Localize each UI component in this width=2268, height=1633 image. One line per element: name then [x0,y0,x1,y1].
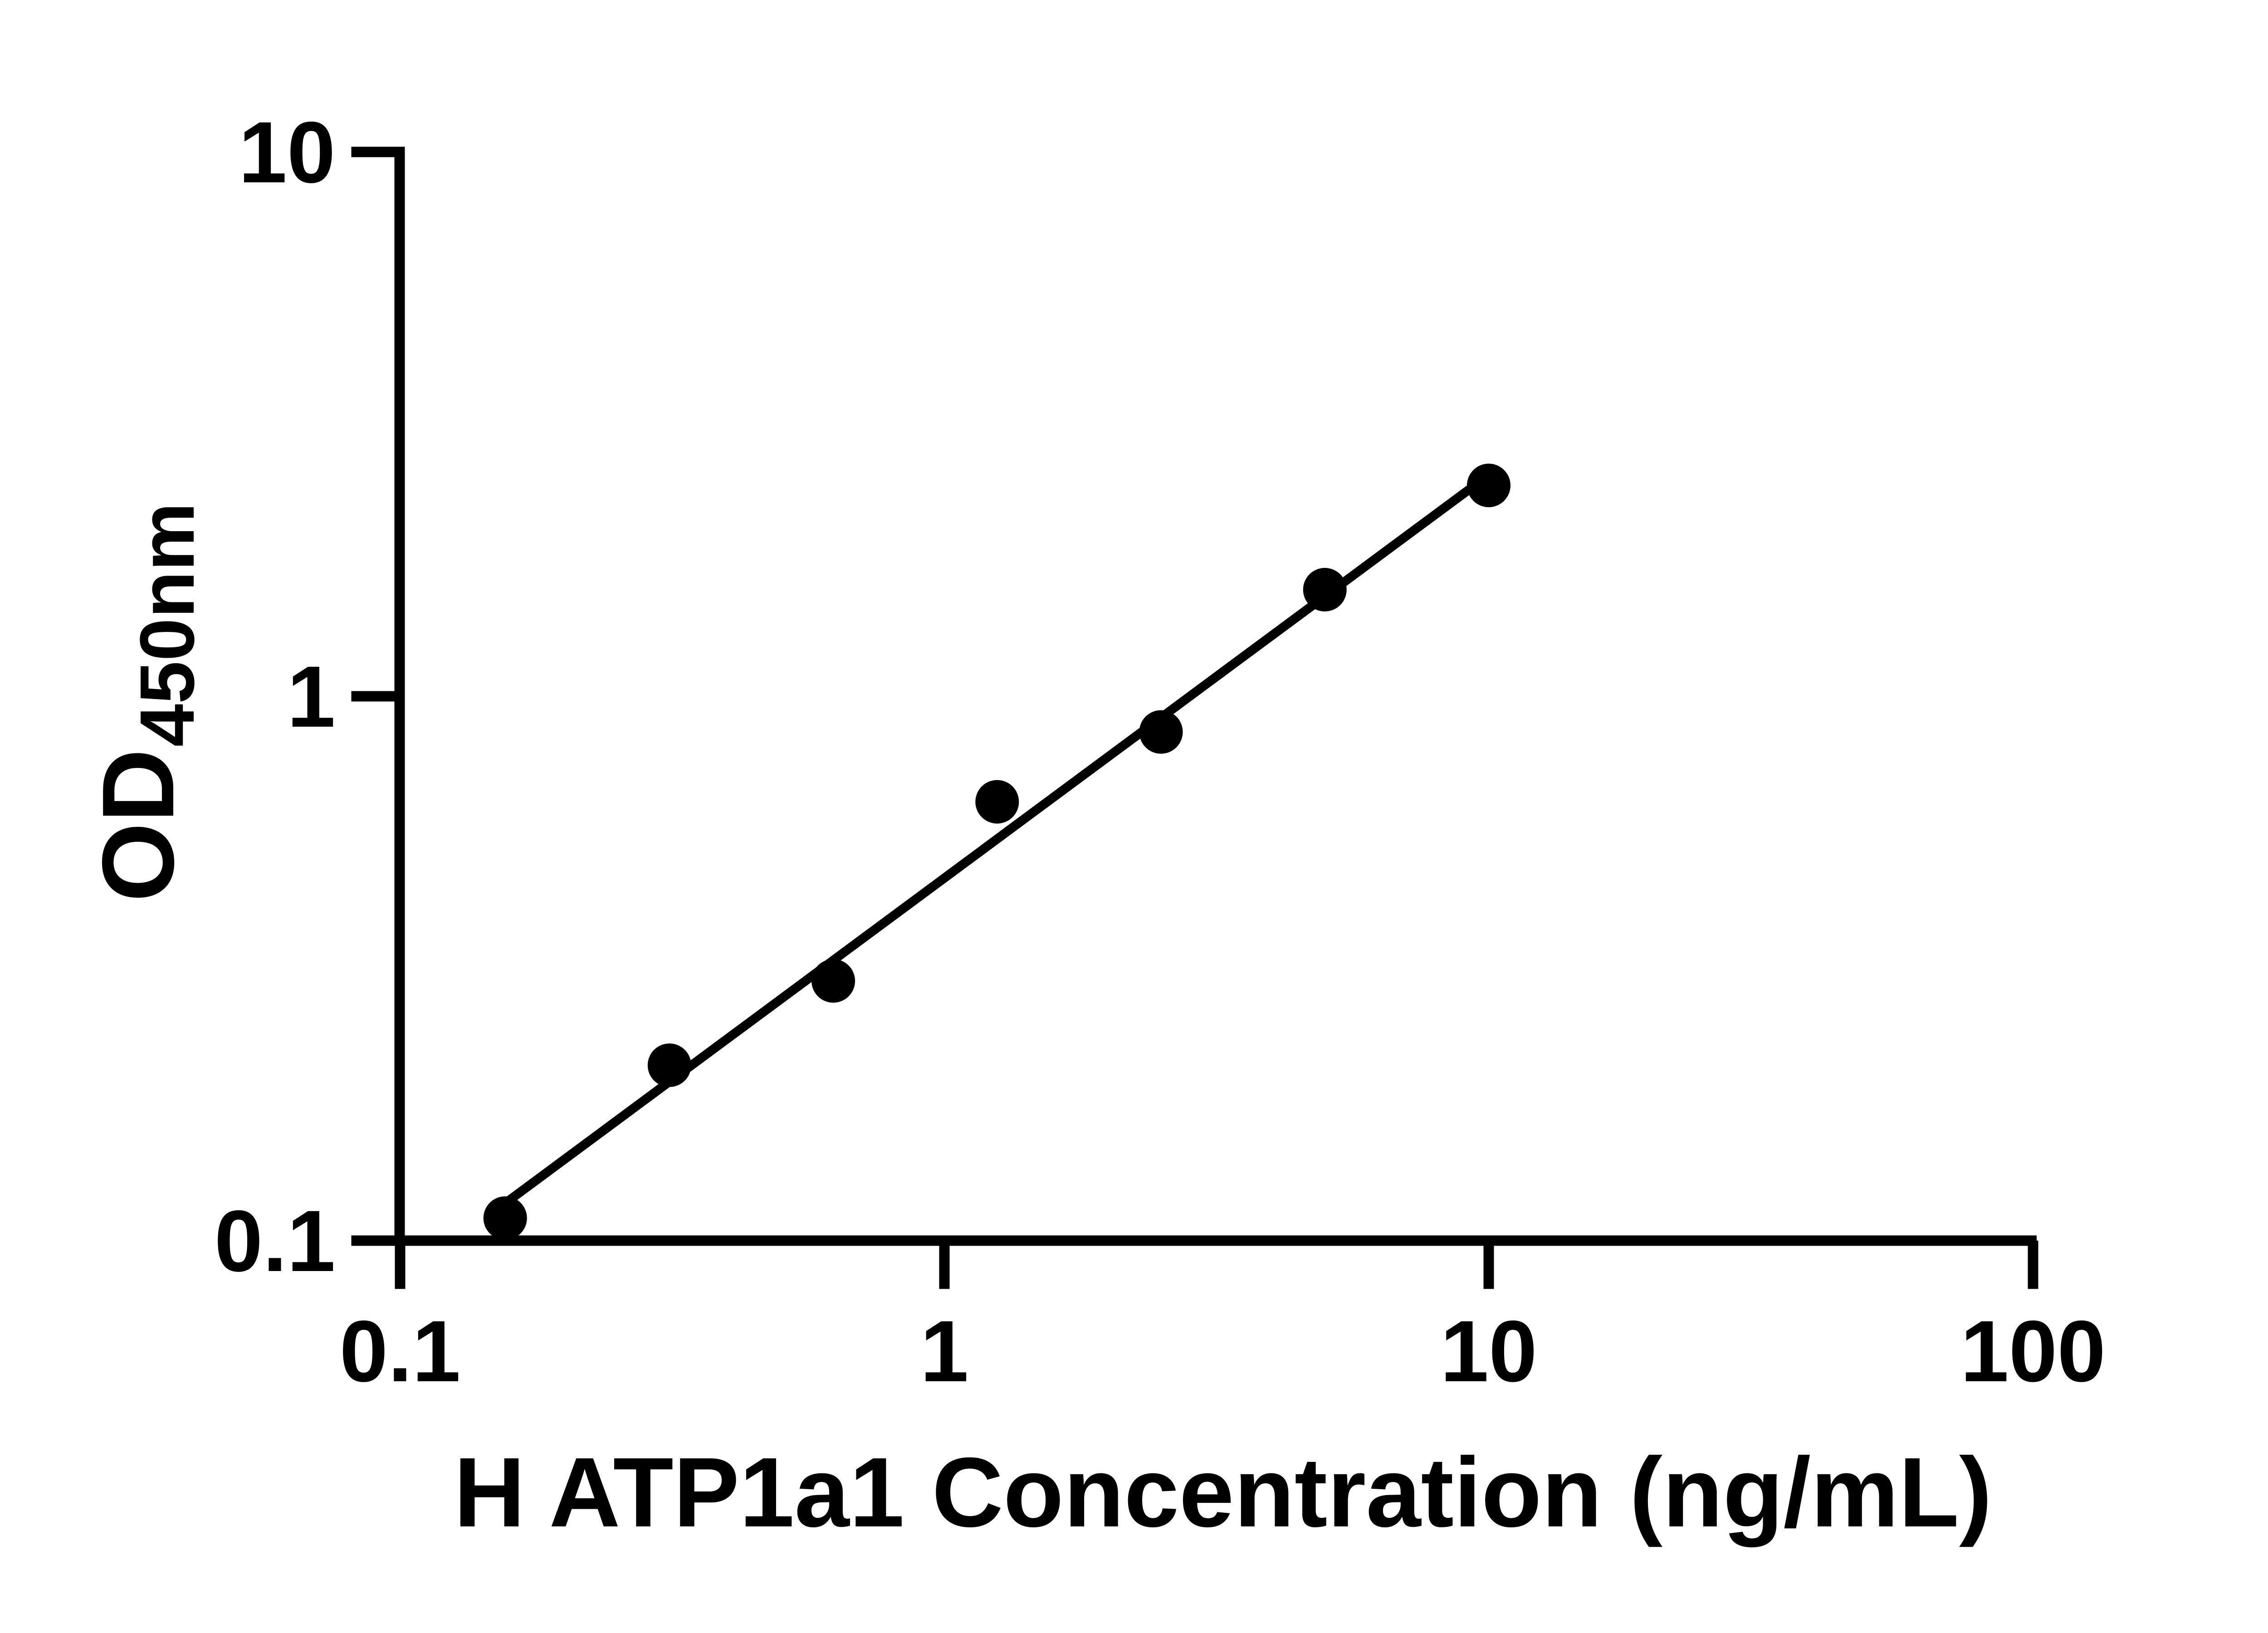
y-axis-title-subscript: 450nm [124,503,210,747]
x-tick-label: 10 [1440,1302,1537,1400]
y-tick-label: 1 [287,648,336,745]
y-axis-title: OD 450nm [81,503,210,902]
x-axis-title: H ATP1a1 Concentration (ng/mL) [454,1437,1992,1548]
data-point [975,780,1019,824]
data-point [1303,567,1347,611]
x-tick-label: 1 [920,1302,969,1400]
data-point [1467,464,1510,508]
plot-area: 0.1 1 10 100 0.1 1 10 [215,103,2106,1400]
data-point [647,1043,691,1087]
y-tick-label: 10 [239,103,336,201]
data-point [483,1196,527,1240]
x-tick-label: 100 [1960,1302,2106,1400]
x-tick-label: 0.1 [340,1302,461,1400]
y-axis-title-main: OD [81,749,195,902]
data-point [1139,710,1183,754]
y-tick-label: 0.1 [215,1192,336,1290]
data-point [811,959,855,1003]
